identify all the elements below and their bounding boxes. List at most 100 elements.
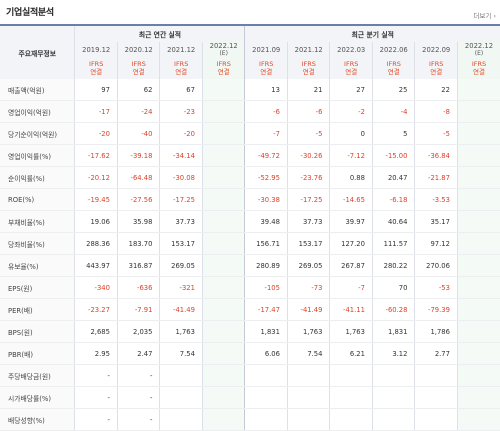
- more-link[interactable]: 더보기 ›: [473, 12, 496, 20]
- consolidated-label: 연결: [132, 68, 145, 76]
- value-cell: 25: [371, 79, 415, 101]
- value-cell: 7.54: [286, 342, 330, 365]
- value-cell: [456, 144, 500, 167]
- ifrs-cell: IFRS 연결: [244, 57, 288, 79]
- value-cell: [371, 408, 415, 431]
- value-cell: [201, 122, 245, 145]
- period-header: 2021.12: [159, 42, 203, 57]
- table-row: 매출액(억원) 97 62 67 13 21 27 25 22: [0, 79, 500, 101]
- value-cell: -5: [414, 122, 458, 145]
- value-cell: 127.20: [329, 232, 373, 255]
- value-cell: [414, 364, 458, 387]
- value-cell: [456, 320, 500, 343]
- row-label: 시가배당률(%): [0, 386, 76, 409]
- row-label: 유보율(%): [0, 254, 76, 277]
- value-cell: [456, 298, 500, 321]
- value-cell: [456, 408, 500, 431]
- ifrs-label: IFRS: [429, 60, 444, 68]
- value-cell: 316.87: [116, 254, 160, 277]
- ifrs-cell: IFRS 연결: [201, 57, 245, 79]
- value-cell: [286, 364, 330, 387]
- value-cell: [329, 364, 373, 387]
- ifrs-cell: IFRS 연결: [74, 57, 118, 79]
- value-cell: 288.36: [74, 232, 118, 255]
- value-cell: 153.17: [286, 232, 330, 255]
- value-cell: [201, 276, 245, 299]
- value-cell: -8: [414, 100, 458, 123]
- value-cell: [244, 364, 288, 387]
- value-cell: -27.56: [116, 188, 160, 211]
- value-cell: -23.27: [74, 298, 118, 321]
- value-cell: 37.73: [159, 210, 203, 233]
- value-cell: -73: [286, 276, 330, 299]
- ifrs-cell: IFRS 연결: [371, 57, 415, 79]
- table-row: 당좌비율(%) 288.36 183.70 153.17 156.71 153.17 127…: [0, 232, 500, 255]
- value-cell: [201, 386, 245, 409]
- table-row: BPS(원) 2,685 2,035 1,763 1,831 1,763 1,763 1,83…: [0, 320, 500, 343]
- value-cell: -30.08: [159, 166, 203, 189]
- value-cell: 2.95: [74, 342, 118, 365]
- value-cell: 1,831: [371, 320, 415, 343]
- value-cell: [159, 408, 203, 431]
- table-row: 시가배당률(%) - -: [0, 386, 500, 409]
- value-cell: -17.25: [286, 188, 330, 211]
- ifrs-label: IFRS: [301, 60, 316, 68]
- value-cell: -: [116, 408, 160, 431]
- value-cell: [244, 386, 288, 409]
- period-header: 2021.09: [244, 42, 288, 57]
- group-annual: 최근 연간 실적: [74, 24, 245, 42]
- value-cell: 156.71: [244, 232, 288, 255]
- value-cell: -321: [159, 276, 203, 299]
- value-cell: 2.77: [414, 342, 458, 365]
- value-cell: 2.47: [116, 342, 160, 365]
- value-cell: [201, 79, 245, 101]
- ifrs-label: IFRS: [89, 60, 104, 68]
- value-cell: 3.12: [371, 342, 415, 365]
- value-cell: [201, 298, 245, 321]
- consolidated-label: 연결: [90, 68, 103, 76]
- value-cell: 443.97: [74, 254, 118, 277]
- ifrs-label: IFRS: [344, 60, 359, 68]
- value-cell: -41.49: [159, 298, 203, 321]
- value-cell: [456, 386, 500, 409]
- value-cell: -2: [329, 100, 373, 123]
- value-cell: [201, 408, 245, 431]
- consolidated-label: 연결: [175, 68, 188, 76]
- value-cell: -23: [159, 100, 203, 123]
- consolidated-label: 연결: [345, 68, 358, 76]
- value-cell: [414, 408, 458, 431]
- value-cell: 19.06: [74, 210, 118, 233]
- value-cell: [201, 320, 245, 343]
- value-cell: 1,831: [244, 320, 288, 343]
- value-cell: -20: [159, 122, 203, 145]
- row-label: EPS(원): [0, 276, 76, 299]
- period-header: 2021.12: [286, 42, 330, 57]
- table-row: 영업이익(억원) -17 -24 -23 -6 -6 -2 -4 -8: [0, 100, 500, 123]
- section-header: 기업실적분석 더보기 ›: [0, 0, 500, 24]
- consolidated-label: 연결: [217, 68, 230, 76]
- value-cell: [159, 364, 203, 387]
- value-cell: 153.17: [159, 232, 203, 255]
- value-cell: 0: [329, 122, 373, 145]
- row-label: 배당성향(%): [0, 408, 76, 431]
- value-cell: -: [116, 386, 160, 409]
- period-header: 2020.12: [116, 42, 160, 57]
- value-cell: [456, 342, 500, 365]
- value-cell: [201, 254, 245, 277]
- consolidated-label: 연결: [387, 68, 400, 76]
- value-cell: -30.26: [286, 144, 330, 167]
- ifrs-label: IFRS: [216, 60, 231, 68]
- value-cell: [201, 232, 245, 255]
- value-cell: [201, 144, 245, 167]
- value-cell: -15.00: [371, 144, 415, 167]
- value-cell: 20.47: [371, 166, 415, 189]
- value-cell: 62: [116, 79, 160, 101]
- value-cell: -34.14: [159, 144, 203, 167]
- value-cell: [456, 232, 500, 255]
- value-cell: -64.48: [116, 166, 160, 189]
- ifrs-cell: IFRS 연결: [286, 57, 330, 79]
- value-cell: [456, 364, 500, 387]
- value-cell: -5: [286, 122, 330, 145]
- value-cell: -6: [244, 100, 288, 123]
- table-row: 당기순이익(억원) -20 -40 -20 -7 -5 0 5 -5: [0, 122, 500, 145]
